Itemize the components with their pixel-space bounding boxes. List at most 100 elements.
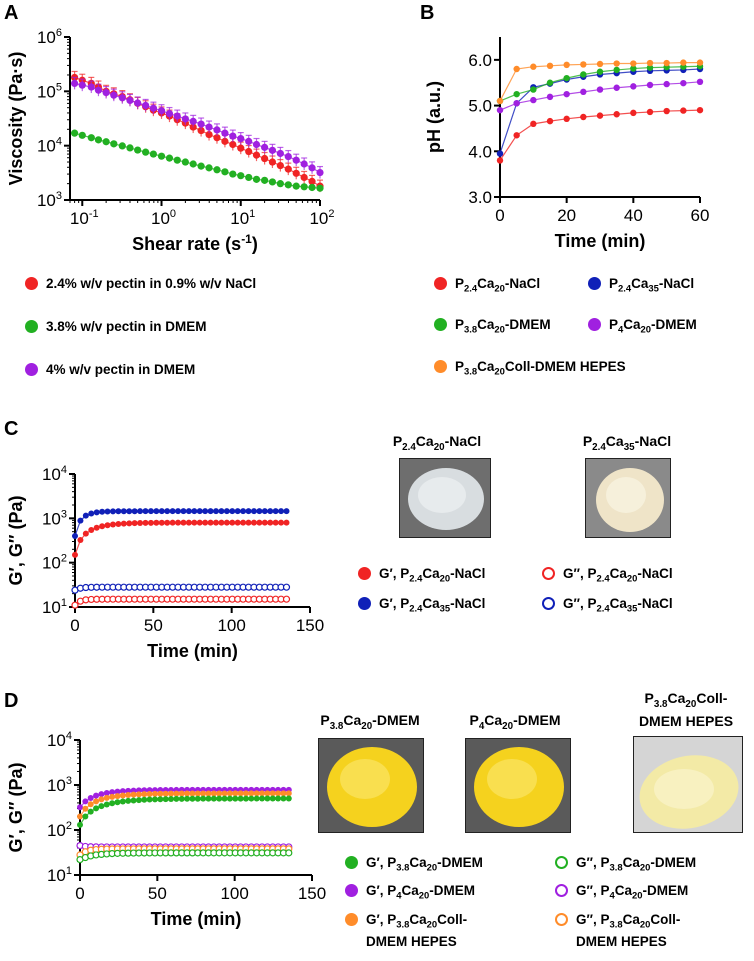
x-tick-label: 150 [296, 616, 324, 635]
data-point [169, 508, 176, 515]
data-point [77, 517, 84, 524]
photo-label-suffix: -DMEM [372, 712, 420, 728]
legend-label-ca: Ca [477, 317, 495, 332]
data-point [242, 790, 249, 797]
data-point [151, 790, 158, 797]
legend-label-suffix: -NaCl [450, 566, 486, 581]
data-point [630, 109, 637, 117]
photo-label-sub: 2.4 [402, 441, 416, 453]
data-point [191, 519, 198, 526]
data-point [546, 117, 554, 125]
y-tick-label: 101 [42, 597, 67, 617]
data-point [87, 801, 94, 808]
data-point [563, 74, 570, 82]
data-point [580, 61, 587, 68]
legend-label-sub: 4 [609, 890, 615, 902]
legend-label-sub: 2.4 [409, 573, 423, 585]
data-point [221, 129, 229, 137]
data-point [99, 508, 106, 515]
data-point [157, 790, 164, 797]
data-point [114, 788, 121, 795]
legend-marker-icon [345, 884, 358, 897]
data-point [131, 520, 138, 527]
x-tick-label: 20 [557, 206, 576, 225]
data-point [93, 805, 100, 812]
legend-b-item: P2.4Ca20-NaCl [434, 276, 540, 298]
data-point [173, 112, 181, 120]
data-point [218, 508, 225, 515]
data-point [147, 519, 154, 526]
legend-marker-icon [434, 277, 447, 290]
data-point [237, 172, 245, 180]
photo-label-suffix: -DMEM [513, 712, 561, 728]
legend-c-item: G′, P2.4Ca20-NaCl [358, 566, 485, 588]
data-point [202, 519, 209, 526]
legend-label-sub: 20 [494, 283, 505, 295]
data-point [221, 790, 228, 797]
legend-label-ca: Ca [477, 359, 495, 374]
data-point [292, 156, 300, 164]
data-point [268, 146, 277, 154]
y-axis-label: Viscosity (Pa·s) [6, 52, 26, 186]
y-tick-label: 3.0 [468, 188, 492, 207]
legend-label-ca: Ca [609, 596, 627, 611]
data-point [250, 508, 257, 515]
series-line [499, 81, 701, 111]
legend-label: 3.8% w/v pectin in DMEM [46, 319, 207, 334]
data-point [119, 788, 126, 795]
data-point [72, 532, 78, 539]
data-point [130, 797, 137, 804]
data-point [646, 108, 654, 116]
legend-label-sub: 3.8 [609, 919, 623, 931]
legend-marker-icon [25, 277, 38, 290]
photo-label-ca: Ca [667, 690, 686, 706]
data-point [162, 796, 169, 803]
photo-label-suffix: -NaCl [634, 433, 672, 449]
data-point [87, 83, 95, 91]
data-point [194, 790, 201, 797]
data-point [261, 176, 269, 184]
data-point [300, 160, 308, 168]
data-point [278, 519, 285, 526]
data-point [205, 123, 213, 131]
legend-label-ca: Ca [401, 883, 419, 898]
data-point [213, 166, 221, 174]
data-point [213, 126, 221, 134]
data-point [205, 130, 213, 139]
data-point [240, 508, 247, 515]
data-point [189, 117, 197, 125]
data-point [71, 601, 79, 609]
data-point [110, 140, 118, 148]
photo-label-ca: Ca [343, 712, 362, 728]
x-axis-label: Shear rate (s-1) [132, 232, 258, 254]
data-point [245, 137, 253, 145]
data-point [272, 508, 279, 515]
data-point [696, 106, 704, 114]
data-point [149, 150, 158, 158]
data-point [88, 510, 95, 517]
data-point [118, 142, 126, 150]
legend-label-p: P [400, 566, 410, 581]
legend-label-sub: 20 [418, 890, 430, 902]
legend-marker-icon [588, 277, 601, 290]
data-point [275, 790, 282, 797]
data-point [226, 795, 233, 802]
data-point [196, 519, 203, 526]
data-point [178, 795, 185, 802]
data-point [98, 803, 105, 810]
data-point [173, 156, 181, 164]
data-point [114, 793, 121, 800]
data-point [253, 795, 260, 802]
x-axis-label: Time (min) [147, 641, 238, 661]
data-point [137, 520, 144, 527]
legend-label-suffix: Coll- [437, 912, 468, 927]
photo-label-sub: 4 [478, 720, 485, 732]
data-point [131, 508, 138, 515]
photo-c1 [399, 458, 491, 538]
legend-marker-icon [588, 318, 601, 331]
data-point [245, 147, 253, 156]
data-point [210, 790, 217, 797]
legend-marker-icon [555, 913, 568, 926]
data-point [180, 508, 187, 515]
data-point [77, 813, 83, 820]
